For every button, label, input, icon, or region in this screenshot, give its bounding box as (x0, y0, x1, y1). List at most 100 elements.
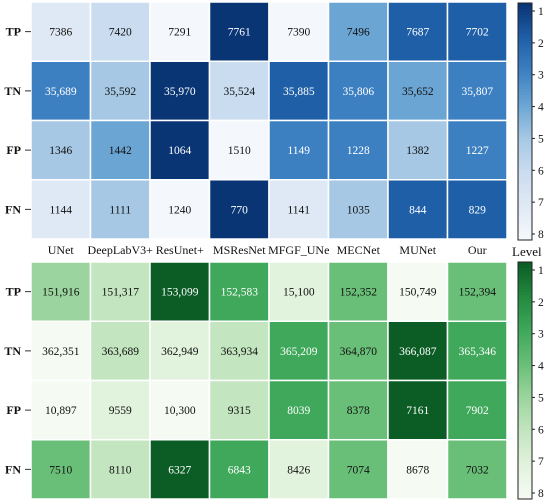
heatmap-cell (268, 179, 330, 240)
colorbar-segment (518, 451, 532, 456)
colorbar-tick-label: 2 (538, 297, 544, 309)
colorbar-segment (518, 65, 532, 69)
cell-value-label: 1442 (109, 145, 132, 157)
colorbar-tick-label: 1 (538, 265, 544, 277)
colorbar-segment (518, 103, 532, 108)
heatmap-cell (387, 261, 449, 322)
colorbar-segment (518, 303, 532, 308)
colorbar-tick-label: 6 (538, 165, 544, 177)
cell-value-label: 7386 (49, 27, 72, 39)
row-label: FP (6, 143, 21, 157)
column-label: MFGF_UNe (268, 243, 329, 257)
colorbar-segment (518, 195, 532, 200)
colorbar-blue: 1 2 3 4 5 6 7 8 (517, 2, 544, 241)
colorbar-segment (518, 433, 532, 438)
colorbar-segment (518, 267, 532, 272)
heatmap-cell (149, 320, 211, 382)
colorbar-segment (518, 11, 532, 16)
cell-value-label: 151,916 (42, 287, 80, 299)
colorbar-segment (518, 71, 532, 75)
colorbar-segment (518, 162, 532, 167)
cell-value-label: 1346 (49, 145, 72, 157)
colorbar-segment (518, 23, 532, 28)
colorbar-segment (518, 315, 532, 319)
colorbar-title: Level (512, 244, 542, 259)
colorbar-tick-label: 3 (538, 70, 544, 82)
colorbar-segment (518, 165, 532, 170)
colorbar-tick-label: 1 (538, 6, 544, 18)
colorbar-segment (518, 377, 532, 382)
colorbar-segment (518, 463, 532, 468)
colorbar-segment (518, 273, 532, 278)
cell-value-label: 10,897 (45, 405, 77, 417)
cell-value-label: 365,209 (280, 346, 318, 358)
colorbar-segment (518, 262, 532, 266)
colorbar-segment (518, 157, 532, 161)
colorbar-segment (518, 44, 532, 49)
cell-value-label: 7687 (406, 27, 429, 39)
colorbar-segment (518, 330, 532, 334)
colorbar-segment (518, 88, 532, 93)
colorbar-tick-label: 4 (538, 361, 544, 373)
colorbar-segment (518, 347, 532, 352)
colorbar-segment (518, 270, 532, 275)
colorbar-segment (518, 285, 532, 290)
colorbar-segment (518, 213, 532, 217)
heatmap-cell (149, 119, 211, 181)
colorbar-segment (518, 74, 532, 78)
heatmap-cell (208, 179, 270, 240)
cell-value-label: 150,749 (399, 287, 437, 299)
colorbar-segment (518, 145, 532, 149)
colorbar-segment (518, 198, 532, 203)
colorbar-segment (518, 341, 532, 346)
colorbar-segment (518, 231, 532, 235)
colorbar-segment (518, 94, 532, 99)
heatmap-cell (208, 320, 270, 382)
colorbar-segment (518, 151, 532, 155)
colorbar-segment (518, 97, 532, 102)
colorbar-segment (518, 297, 532, 302)
cell-value-label: 152,352 (340, 287, 378, 299)
colorbar-segment (518, 484, 532, 488)
colorbar-segment (518, 374, 532, 379)
colorbar-segment (518, 29, 532, 34)
colorbar-segment (518, 26, 532, 31)
cell-value-label: 1382 (406, 145, 429, 157)
heatmap-cell (30, 439, 92, 500)
cell-value-label: 1227 (466, 145, 489, 157)
colorbar-segment (518, 118, 532, 123)
colorbar-segment (518, 481, 532, 485)
row-label: TN (4, 84, 21, 98)
cell-value-label: 35,592 (104, 86, 136, 98)
colorbar-green: 1 2 3 4 5 6 7 8 Level (512, 244, 544, 500)
cell-value-label: 152,583 (221, 287, 259, 299)
colorbar-segment (518, 436, 532, 441)
colorbar-segment (518, 371, 532, 376)
colorbar-frame (517, 2, 533, 241)
colorbar-segment (518, 386, 532, 390)
colorbar-segment (518, 82, 532, 87)
heatmap-cell (446, 439, 508, 500)
colorbar-segment (518, 365, 532, 370)
colorbar-segment (518, 204, 532, 209)
colorbar-segment (518, 339, 532, 343)
colorbar-segment (518, 424, 532, 429)
heatmap-cell (89, 1, 151, 62)
colorbar-segment (518, 142, 532, 146)
colorbar-segment (518, 312, 532, 316)
colorbar-segment (518, 490, 532, 494)
colorbar-segment (518, 186, 532, 191)
colorbar-segment (518, 401, 532, 405)
cell-value-label: 35,885 (283, 86, 315, 98)
colorbar-segment (518, 115, 532, 120)
cell-value-label: 8426 (287, 464, 310, 476)
colorbar-segment (518, 300, 532, 305)
colorbar-segment (518, 466, 532, 470)
heatmap-cell (327, 439, 389, 500)
colorbar-tick-label: 4 (538, 102, 544, 114)
cell-value-label: 1144 (49, 204, 72, 216)
colorbar-segment (518, 324, 532, 328)
colorbar-segment (518, 62, 532, 66)
colorbar-tick-label: 8 (538, 488, 544, 500)
colorbar-segment (518, 291, 532, 296)
